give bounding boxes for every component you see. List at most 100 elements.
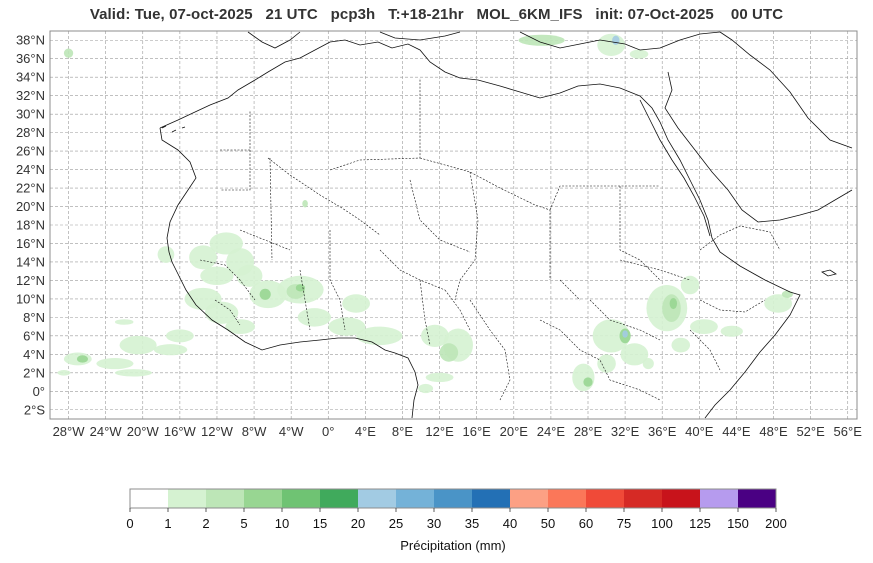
lon-tick-label: 28°W	[53, 424, 86, 439]
map-frame	[49, 30, 858, 420]
precip-area	[302, 200, 308, 208]
precip-area	[342, 294, 371, 313]
precip-area	[597, 33, 626, 56]
colorbar-swatch	[396, 489, 435, 508]
lon-tick-label: 12°W	[201, 424, 234, 439]
precip-area	[297, 308, 332, 327]
lat-tick-label: 2°N	[23, 365, 45, 380]
lat-tick-label: 38°N	[16, 33, 45, 48]
precipitation-field	[57, 33, 793, 394]
lat-tick-label: 10°N	[16, 291, 45, 306]
precip-area	[583, 377, 593, 387]
precip-area	[620, 343, 649, 366]
map-title: Valid: Tue, 07-oct-2025 21 UTC pcp3h T:+…	[89, 6, 784, 23]
colorbar-swatch	[624, 489, 663, 508]
colorbar-level-label: 150	[727, 516, 749, 531]
colorbar-swatch	[206, 489, 245, 508]
longitude-labels: 28°W 24°W 20°W 16°W 12°W 8°W 4°W 0° 4°E 8°E 12°E 16…	[53, 424, 863, 439]
lon-tick-label: 20°E	[500, 424, 529, 439]
colorbar-swatch	[586, 489, 625, 508]
colorbar-level-label: 5	[240, 516, 247, 531]
colorbar-swatch	[700, 489, 739, 508]
colorbar-level-label: 10	[275, 516, 289, 531]
lon-tick-label: 32°E	[611, 424, 640, 439]
lat-tick-label: 24°N	[16, 162, 45, 177]
colorbar-swatch	[244, 489, 283, 508]
lat-tick-label: 8°N	[23, 310, 45, 325]
lat-tick-label: 20°N	[16, 199, 45, 214]
precip-area	[76, 355, 89, 363]
colorbar-frame	[129, 488, 777, 509]
lat-tick-label: 30°N	[16, 107, 45, 122]
coastlines	[159, 31, 853, 419]
precip-area	[612, 35, 620, 45]
precip-area	[439, 343, 459, 362]
lon-tick-label: 40°E	[685, 424, 714, 439]
lon-tick-label: 16°W	[164, 424, 197, 439]
precip-area	[720, 325, 743, 337]
country-borders	[199, 78, 781, 401]
precip-area	[259, 288, 271, 300]
canary-islands	[161, 125, 186, 133]
lon-tick-label: 48°E	[759, 424, 788, 439]
precip-area	[114, 319, 134, 325]
lon-tick-label: 0°	[322, 424, 334, 439]
precip-area	[204, 301, 239, 324]
lon-tick-label: 24°E	[537, 424, 566, 439]
lat-tick-label: 32°N	[16, 88, 45, 103]
lat-tick-label: 4°N	[23, 347, 45, 362]
precip-area	[781, 290, 793, 298]
red-sea-coastline	[639, 99, 711, 237]
colorbar-swatch	[282, 489, 321, 508]
colorbar-level-label: 30	[427, 516, 441, 531]
latitude-labels: 38°N 36°N 34°N 32°N 30°N 28°N 26°N 24°N 22°N 20°N…	[16, 33, 45, 418]
precip-area	[225, 319, 255, 335]
colorbar-level-label: 75	[617, 516, 631, 531]
precip-area	[153, 344, 188, 356]
lat-tick-label: 16°N	[16, 236, 45, 251]
lat-tick-label: 28°N	[16, 125, 45, 140]
colorbar-level-label: 125	[689, 516, 711, 531]
precip-area	[421, 324, 449, 347]
europe-coastline	[247, 31, 721, 51]
lon-tick-label: 4°E	[355, 424, 376, 439]
precip-area	[764, 294, 793, 313]
precip-area	[642, 358, 654, 370]
lat-tick-label: 34°N	[16, 70, 45, 85]
precip-area	[669, 297, 678, 310]
graticule	[50, 31, 857, 419]
colorbar-level-label: 2	[202, 516, 209, 531]
colorbar-level-label: 60	[579, 516, 593, 531]
lon-tick-label: 12°E	[425, 424, 454, 439]
colorbar-level-label: 35	[465, 516, 479, 531]
colorbar-swatch	[434, 489, 473, 508]
lon-tick-label: 8°W	[242, 424, 267, 439]
precip-area	[671, 337, 691, 353]
arabia-coastline	[664, 31, 853, 223]
colorbar-level-label: 25	[389, 516, 403, 531]
colorbar-level-label: 20	[351, 516, 365, 531]
lon-tick-label: 52°E	[796, 424, 825, 439]
lat-tick-label: 14°N	[16, 254, 45, 269]
socotra-island	[821, 269, 837, 277]
colorbar-level-label: 200	[765, 516, 787, 531]
precip-area	[425, 372, 454, 383]
lon-tick-label: 44°E	[722, 424, 751, 439]
precip-area	[119, 335, 157, 355]
precip-area	[622, 330, 628, 338]
lon-tick-label: 56°E	[834, 424, 863, 439]
precip-area	[356, 326, 403, 346]
precip-area	[200, 266, 234, 286]
precip-area	[328, 317, 366, 336]
lat-tick-label: 0°	[33, 384, 45, 399]
lon-tick-label: 24°W	[90, 424, 123, 439]
precip-area	[629, 49, 649, 59]
precip-area	[418, 383, 434, 394]
precip-area	[189, 245, 217, 270]
lon-tick-label: 28°E	[574, 424, 603, 439]
precip-area	[295, 284, 306, 292]
lon-tick-label: 16°E	[463, 424, 492, 439]
lat-tick-label: 18°N	[16, 218, 45, 233]
colorbar-swatch	[472, 489, 511, 508]
